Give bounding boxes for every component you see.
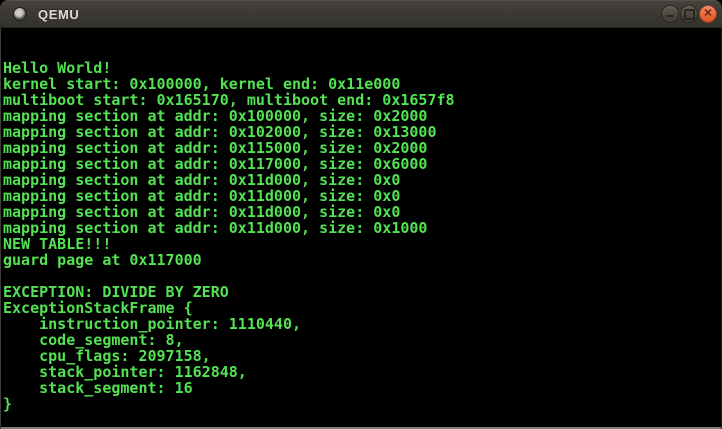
console-line: mapping section at addr: 0x102000, size:… — [3, 123, 437, 141]
console-line: mapping section at addr: 0x11d000, size:… — [3, 171, 401, 189]
console-line: mapping section at addr: 0x117000, size:… — [3, 155, 428, 173]
window-controls: ✕ — [661, 5, 717, 23]
close-button[interactable]: ✕ — [699, 5, 717, 23]
maximize-icon — [683, 8, 695, 20]
console-line: mapping section at addr: 0x100000, size:… — [3, 107, 428, 125]
console-line: mapping section at addr: 0x11d000, size:… — [3, 203, 401, 221]
console-line: multiboot start: 0x165170, multiboot end… — [3, 91, 455, 109]
window-title: QEMU — [38, 6, 80, 22]
console-line — [3, 268, 721, 284]
minimize-button[interactable] — [661, 5, 679, 23]
console-line: code_segment: 8, — [3, 331, 184, 349]
console-line: stack_segment: 16 — [3, 379, 193, 397]
console-line: mapping section at addr: 0x11d000, size:… — [3, 187, 401, 205]
console-line: stack_pointer: 1162848, — [3, 363, 247, 381]
qemu-console-screen[interactable]: Hello World! kernel start: 0x100000, kern… — [0, 28, 722, 429]
console-line: kernel start: 0x100000, kernel end: 0x11… — [3, 75, 401, 93]
console-line: cpu_flags: 2097158, — [3, 347, 211, 365]
console-line: Hello World! — [3, 59, 112, 77]
console-line: instruction_pointer: 1110440, — [3, 315, 302, 333]
window-titlebar[interactable]: QEMU ✕ — [0, 0, 722, 28]
qemu-app-icon — [13, 7, 27, 21]
console-line: ExceptionStackFrame { — [3, 299, 193, 317]
console-line: mapping section at addr: 0x11d000, size:… — [3, 219, 428, 237]
console-line: mapping section at addr: 0x115000, size:… — [3, 139, 428, 157]
console-line: EXCEPTION: DIVIDE BY ZERO — [3, 283, 229, 301]
console-line: NEW TABLE!!! — [3, 235, 112, 253]
console-line: guard page at 0x117000 — [3, 251, 202, 269]
close-icon: ✕ — [703, 7, 713, 19]
console-line: } — [3, 395, 13, 413]
minimize-icon — [666, 14, 674, 17]
maximize-button[interactable] — [680, 5, 698, 23]
